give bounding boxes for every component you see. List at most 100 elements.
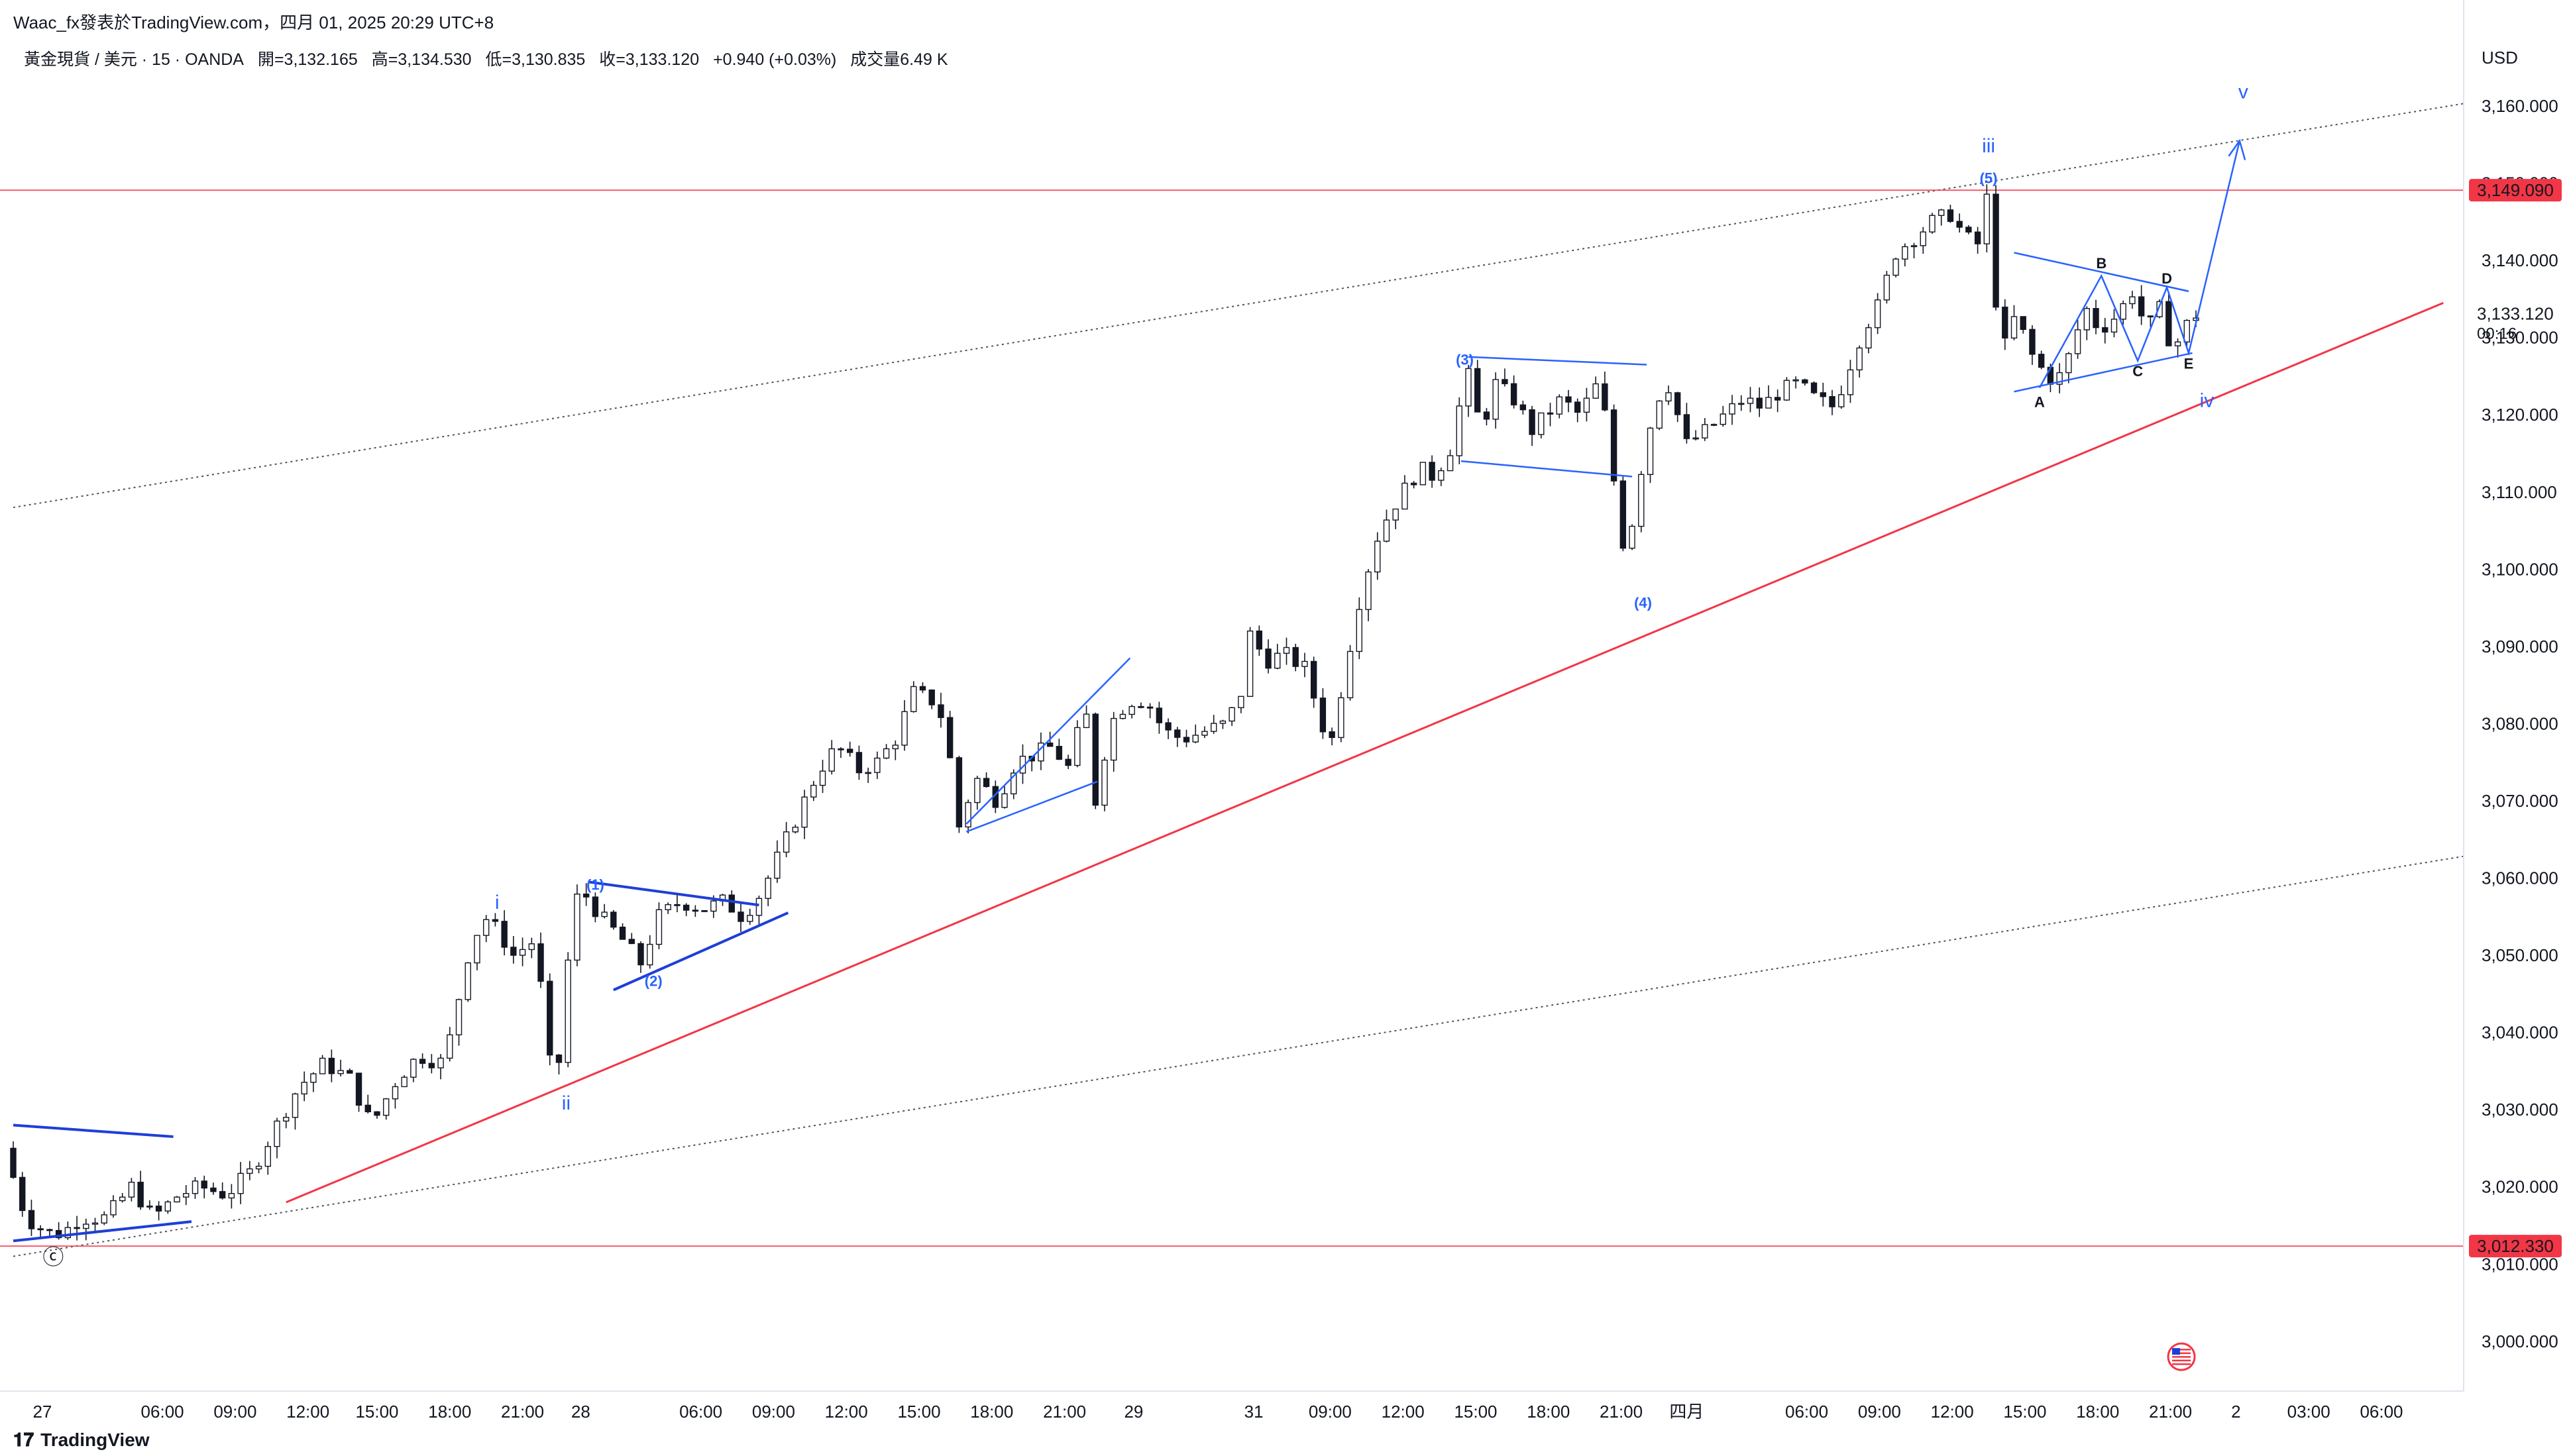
candle-body — [146, 1206, 153, 1208]
flag-stripe — [2172, 1359, 2191, 1362]
candle-body — [110, 1200, 117, 1216]
legend-symbol[interactable]: 黃金現貨 / 美元 · 15 · OANDA — [24, 50, 244, 69]
flag-upper — [1468, 356, 1647, 366]
candle-body — [1001, 793, 1008, 808]
candle-body — [2129, 296, 2136, 305]
candle-body — [274, 1120, 280, 1147]
y-tick-label: 3,080.000 — [2482, 713, 2558, 733]
candle-body — [1502, 379, 1508, 384]
candle-body — [37, 1228, 44, 1231]
y-tick-label: 3,050.000 — [2482, 945, 2558, 965]
candle-body — [119, 1196, 126, 1202]
candle-body — [765, 878, 771, 899]
top-bar: Waac_fx發表於TradingView.com，四月 01, 2025 20… — [0, 0, 2571, 40]
candle-body — [1938, 209, 1945, 216]
candle-body — [74, 1227, 80, 1229]
flag-stripe — [2172, 1356, 2191, 1358]
candle-body — [174, 1196, 180, 1203]
x-tick-label: 15:00 — [2003, 1402, 2046, 1422]
candle-body — [1474, 368, 1481, 413]
candle-body — [228, 1193, 235, 1199]
candle-body — [1438, 470, 1445, 481]
candle-body — [1301, 660, 1308, 667]
candle-body — [1346, 650, 1354, 699]
candle-body — [692, 910, 699, 912]
candle-body — [1665, 392, 1672, 402]
candle-body — [647, 943, 653, 966]
candle-body — [465, 962, 471, 1000]
candle-body — [19, 1176, 26, 1212]
candle-body — [610, 911, 617, 928]
flag-stripe — [2172, 1352, 2191, 1355]
candle-body — [1656, 400, 1663, 429]
currency-label[interactable]: USD — [2482, 48, 2518, 68]
candle-body — [582, 893, 590, 898]
candle-body — [201, 1180, 207, 1189]
candle-body — [1983, 193, 1991, 244]
y-tick-label: 3,020.000 — [2482, 1177, 2558, 1197]
candle-body — [219, 1191, 226, 1199]
candle-body — [1429, 462, 1435, 481]
x-tick-label: 15:00 — [897, 1402, 940, 1422]
candle-body — [1292, 647, 1299, 667]
candle-body — [946, 717, 954, 758]
candle-body — [1310, 660, 1317, 699]
x-tick-label: 18:00 — [970, 1402, 1013, 1422]
candle-body — [874, 757, 881, 773]
wave-label: (1) — [586, 876, 604, 893]
publish-title: Waac_fx發表於TradingView.com，四月 01, 2025 20… — [13, 13, 494, 32]
candle-body — [128, 1182, 135, 1198]
y-tick-label: 3,030.000 — [2482, 1100, 2558, 1119]
candle-body — [1929, 215, 1936, 233]
time-axis[interactable]: 27 06:00 09:00 12:00 15:00 18:00 21:00 28 06:00 0… — [0, 1390, 2464, 1422]
upper-channel-line — [13, 101, 2473, 509]
wave-label: iii — [1982, 135, 1995, 157]
candle-body — [965, 802, 971, 828]
candle-body — [928, 689, 935, 705]
candle-body — [1256, 630, 1263, 650]
abcde-upper — [2014, 252, 2189, 292]
channel-lines — [13, 101, 2473, 1257]
candle-body — [83, 1223, 89, 1229]
candle-body — [547, 980, 553, 1056]
candle-body — [1210, 723, 1217, 732]
us-flag-icon — [2167, 1342, 2196, 1371]
candle-body — [655, 909, 663, 945]
candle-body — [1538, 412, 1545, 435]
candle-body — [392, 1086, 399, 1100]
candle-body — [2074, 329, 2081, 354]
candle-body — [1056, 746, 1063, 760]
candle-body — [819, 770, 826, 786]
y-tick-label: 3,130.000 — [2482, 328, 2558, 348]
candle-body — [774, 851, 781, 879]
candle-body — [1092, 713, 1099, 806]
price-axis[interactable]: USD 3,000.000 3,010.000 3,020.000 3,030.000… — [2463, 0, 2571, 1391]
candle-body — [1174, 729, 1181, 738]
candle-body — [1856, 347, 1863, 371]
candle-body — [1810, 382, 1818, 393]
x-tick-label: 29 — [1124, 1402, 1143, 1422]
candle-body — [155, 1206, 162, 1212]
candle-body — [447, 1034, 453, 1059]
candle-body — [1765, 397, 1772, 409]
candle-body — [1274, 652, 1281, 669]
y-tick-label: 3,160.000 — [2482, 96, 2558, 116]
x-tick-label: 09:00 — [1858, 1402, 1901, 1422]
candle-body — [237, 1172, 244, 1194]
candle-body — [383, 1098, 390, 1116]
wedge-lower — [965, 780, 1098, 833]
x-tick-label: 21:00 — [2149, 1402, 2192, 1422]
x-tick-label: 09:00 — [1309, 1402, 1352, 1422]
candle-body — [1111, 717, 1117, 761]
candle-body — [519, 949, 526, 956]
candle-body — [1283, 647, 1290, 654]
legend-low: 低=3,130.835 — [485, 50, 586, 69]
early-support-line — [13, 1220, 192, 1243]
x-tick-label: 18:00 — [2076, 1402, 2119, 1422]
candle-body — [455, 999, 463, 1035]
candle-body — [983, 778, 990, 788]
candle-body — [2020, 316, 2026, 330]
triangle-point-label: E — [2184, 355, 2194, 372]
candle-body — [1865, 327, 1872, 349]
